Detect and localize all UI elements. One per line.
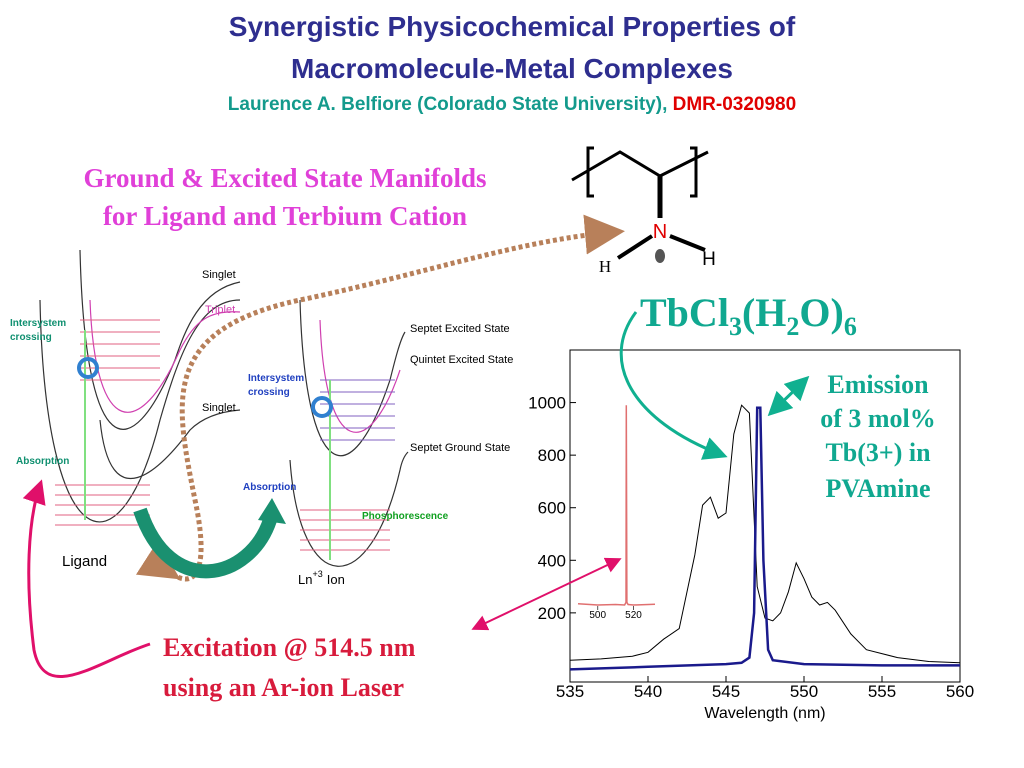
isc-icon: [77, 357, 99, 379]
formula-part: (H: [742, 290, 786, 335]
note-line: of 3 mol%: [820, 404, 936, 433]
label: Triplet: [205, 304, 235, 316]
x-tick-label: 555: [868, 682, 896, 701]
y-tick-label: 800: [538, 446, 566, 465]
y-tick-label: 1000: [528, 394, 566, 413]
title-line: Synergistic Physicochemical Properties o…: [229, 11, 796, 42]
curve: [99, 409, 241, 479]
label-part: Ion: [327, 572, 345, 587]
atom: N: [653, 221, 667, 243]
formula-part: 6: [844, 312, 857, 341]
arrow: [767, 375, 810, 417]
x-tick-label: 550: [790, 682, 818, 701]
plot-frame: [569, 349, 961, 683]
heading: Ground & Excited State Manifolds: [83, 163, 486, 193]
title-line: Macromolecule-Metal Complexes: [291, 53, 733, 84]
isc-icon: [311, 396, 333, 418]
label: Septet Excited State: [410, 323, 510, 335]
grant: DMR-0320980: [673, 94, 797, 115]
label: Septet Ground State: [410, 442, 510, 454]
note-line: using an Ar-ion Laser: [163, 673, 404, 702]
curve: [289, 451, 409, 567]
arrow: [135, 214, 625, 582]
x-tick-label: 540: [634, 682, 662, 701]
label: crossing: [10, 332, 52, 343]
y-tick-label: 400: [538, 551, 566, 570]
x-tick-label: 560: [946, 682, 974, 701]
note-line: Emission: [827, 370, 929, 399]
y-tick-label: 200: [538, 604, 566, 623]
curve: [319, 319, 401, 433]
heading: for Ligand and Terbium Cation: [103, 201, 467, 231]
label: Singlet: [202, 269, 236, 281]
formula-part: O): [799, 290, 843, 335]
label-part: +3: [312, 569, 322, 579]
byline: Laurence A. Belfiore (Colorado State Uni…: [228, 94, 796, 115]
note-line: Tb(3+) in: [825, 438, 931, 467]
arrow: [133, 507, 277, 579]
label: Ln+3 Ion: [298, 569, 345, 587]
label-part: Ln: [298, 572, 312, 587]
x-axis-label: Wavelength (nm): [704, 705, 825, 722]
spectrum-line: [569, 404, 961, 664]
author: Laurence A. Belfiore (Colorado State Uni…: [228, 94, 668, 115]
note-line: Excitation @ 514.5 nm: [163, 633, 416, 662]
x-tick-label: 520: [625, 610, 642, 621]
formula-part: 2: [786, 312, 799, 341]
spectrum-line: [569, 406, 960, 671]
label: Intersystem: [248, 373, 304, 384]
atom: H: [702, 249, 716, 270]
label: Intersystem: [10, 318, 66, 329]
arrow: [619, 311, 728, 460]
formula: TbCl3(H2O)6: [640, 290, 857, 341]
formula-part: TbCl: [640, 290, 729, 335]
arrow: [22, 479, 151, 679]
note-line: PVAmine: [826, 474, 931, 503]
label: Quintet Excited State: [410, 354, 513, 366]
structure: [571, 146, 709, 263]
label: Singlet: [202, 402, 236, 414]
excitation-note: Excitation @ 514.5 nm using an Ar-ion La…: [163, 633, 416, 702]
emission-note: Emission of 3 mol% Tb(3+) in PVAmine: [820, 370, 936, 503]
x-tick-label: 500: [589, 610, 606, 621]
formula-part: 3: [729, 312, 742, 341]
label: crossing: [248, 387, 290, 398]
arrow: [471, 557, 622, 631]
arrow: [258, 498, 286, 524]
label: Absorption: [16, 456, 69, 467]
spectrum-line: [577, 405, 656, 606]
label: Absorption: [243, 482, 296, 493]
arrows: [22, 214, 810, 679]
label: Ligand: [62, 553, 107, 570]
x-tick-label: 535: [556, 682, 584, 701]
label: Phosphorescence: [362, 511, 449, 522]
y-tick-label: 600: [538, 499, 566, 518]
x-tick-label: 545: [712, 682, 740, 701]
atom: H: [599, 257, 611, 276]
